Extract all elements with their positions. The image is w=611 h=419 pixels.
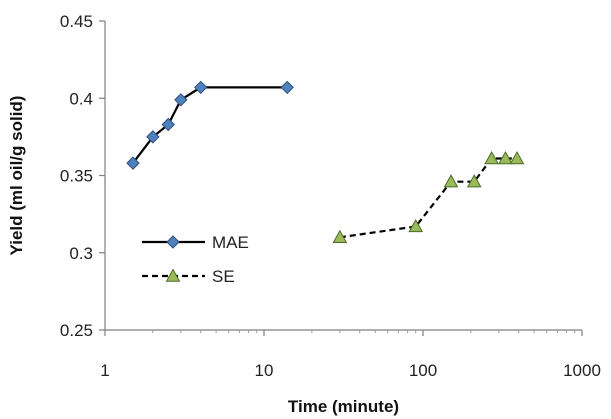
legend-marker-mae — [166, 235, 180, 249]
data-point-se — [332, 229, 348, 243]
x-tick-label: 1 — [100, 361, 109, 380]
data-point-se — [484, 150, 499, 165]
legend-marker-se — [165, 268, 181, 282]
data-point-mae — [174, 93, 188, 107]
legend: MAE SE — [142, 233, 249, 286]
data-point-mae — [194, 80, 208, 95]
series-layer — [126, 80, 525, 243]
series-se — [332, 150, 525, 243]
y-axis-ticks: 0.25 0.3 0.35 0.4 0.45 — [60, 12, 105, 340]
x-tick-label: 1000 — [563, 361, 601, 380]
data-point-se — [443, 174, 459, 188]
x-tick-label: 10 — [255, 361, 274, 380]
series-line-se — [339, 157, 517, 239]
data-point-se — [498, 150, 513, 165]
data-point-se — [466, 174, 482, 188]
data-point-mae — [126, 156, 140, 170]
x-tick-label: 100 — [409, 361, 437, 380]
y-tick-label: 0.3 — [69, 244, 93, 263]
data-point-mae — [146, 130, 160, 144]
x-axis-ticks: 1 10 100 1000 — [100, 330, 601, 380]
data-point-se — [408, 218, 424, 233]
series-mae — [126, 80, 294, 170]
y-axis-title: Yield (ml oil/g solid) — [7, 96, 26, 256]
y-tick-label: 0.25 — [60, 321, 93, 340]
legend-label-se: SE — [212, 267, 235, 286]
x-axis-title: Time (minute) — [288, 397, 399, 416]
y-tick-label: 0.45 — [60, 12, 93, 31]
series-line-mae — [132, 86, 288, 164]
data-point-mae — [280, 80, 294, 95]
axes — [104, 21, 582, 331]
data-point-mae — [161, 117, 175, 132]
data-point-se — [509, 150, 525, 165]
legend-label-mae: MAE — [212, 233, 249, 252]
y-tick-label: 0.4 — [69, 89, 93, 108]
y-tick-label: 0.35 — [60, 167, 93, 186]
